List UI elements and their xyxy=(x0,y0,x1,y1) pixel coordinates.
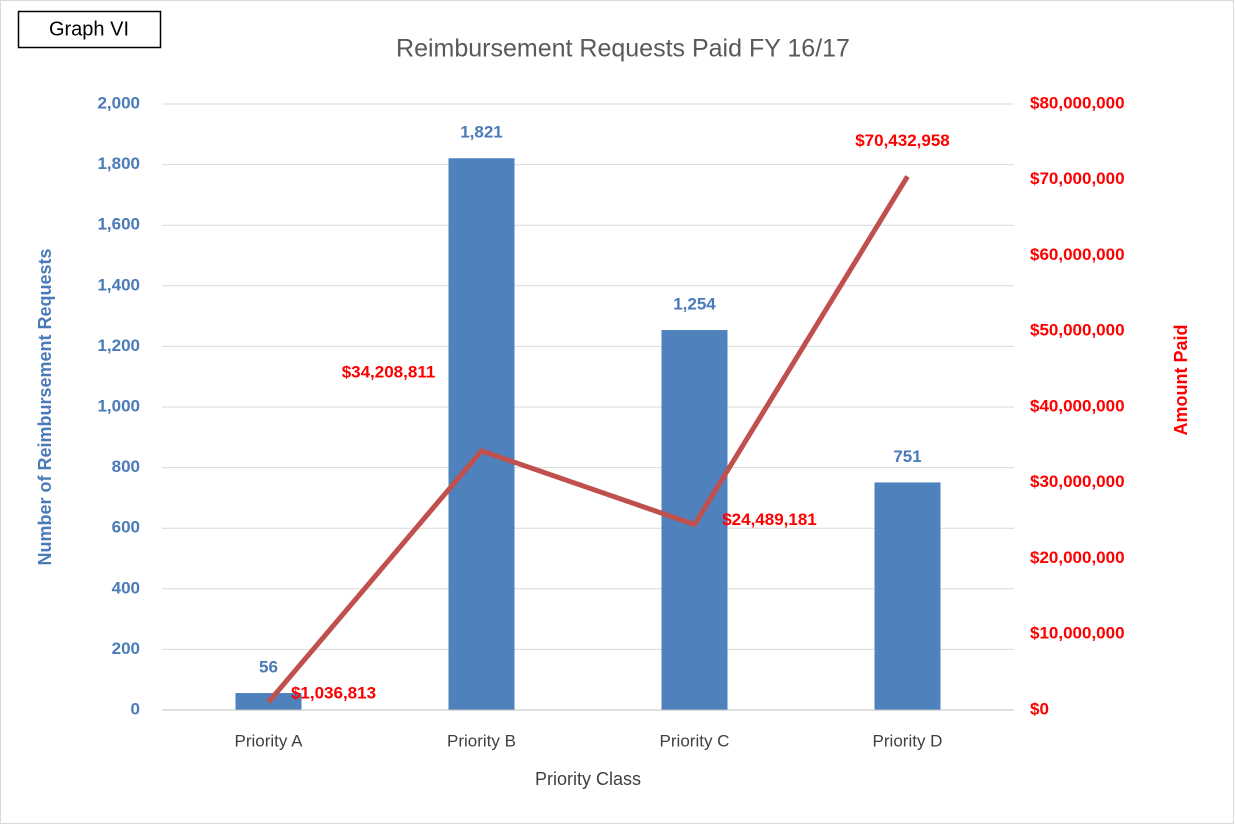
annotation-box xyxy=(17,10,162,49)
x-tick-label: Priority A xyxy=(234,731,303,750)
bar-value-label: 1,821 xyxy=(460,123,503,142)
annotation: Graph VI xyxy=(49,18,129,40)
x-tick-label: Priority C xyxy=(660,731,730,750)
y-tick-label: 2,000 xyxy=(97,93,140,112)
y-tick-label: 1,200 xyxy=(97,336,140,355)
y-tick-label: 1,800 xyxy=(97,154,140,173)
y-axis-label: Number of Reimbursement Requests xyxy=(35,248,55,565)
line-value-label: $1,036,813 xyxy=(291,684,376,703)
y2-axis-label: Amount Paid xyxy=(1171,325,1191,436)
y-tick-label: 1,600 xyxy=(97,215,140,234)
y-tick-label: 1,400 xyxy=(97,275,140,294)
line-value-label: $70,432,958 xyxy=(855,131,950,150)
y2-tick-label: $70,000,000 xyxy=(1030,169,1125,188)
x-tick-label: Priority B xyxy=(447,731,516,750)
bar xyxy=(874,482,941,710)
y2-tick-label: $0 xyxy=(1030,699,1049,718)
y-tick-label: 400 xyxy=(112,578,140,597)
y-tick-label: 1,000 xyxy=(97,396,140,415)
y2-tick-label: $50,000,000 xyxy=(1030,321,1125,340)
line xyxy=(266,175,910,704)
y-tick-label: 600 xyxy=(112,518,140,537)
y2-tick-label: $30,000,000 xyxy=(1030,472,1125,491)
x-axis-label: Priority Class xyxy=(535,769,641,789)
y2-tick-label: $60,000,000 xyxy=(1030,245,1125,264)
y2-tick-label: $10,000,000 xyxy=(1030,624,1125,643)
chart-title: Reimbursement Requests Paid FY 16/17 xyxy=(396,35,850,63)
bar-value-label: 56 xyxy=(259,658,278,677)
y2-tick-label: $80,000,000 xyxy=(1030,93,1125,112)
y2-tick-label: $20,000,000 xyxy=(1030,548,1125,567)
y-tick-label: 0 xyxy=(131,699,140,718)
x-tick-label: Priority D xyxy=(873,731,943,750)
line-value-label: $24,489,181 xyxy=(722,510,817,529)
y-tick-label: 800 xyxy=(112,457,140,476)
line-value-label: $34,208,811 xyxy=(342,362,436,381)
y-tick-label: 200 xyxy=(112,639,140,658)
bar-value-label: 751 xyxy=(893,447,921,466)
bar xyxy=(448,158,515,710)
y2-tick-label: $40,000,000 xyxy=(1030,396,1125,415)
bar-value-label: 1,254 xyxy=(673,295,716,314)
